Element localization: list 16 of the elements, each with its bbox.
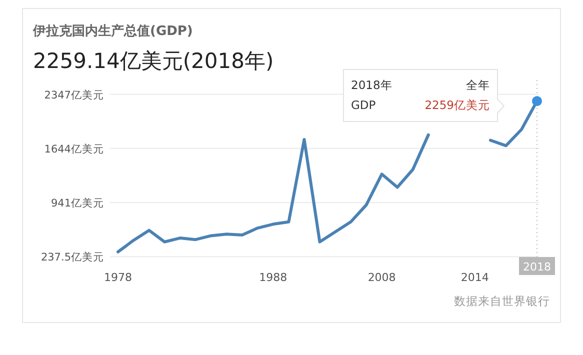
chart-title: 伊拉克国内生产总值(GDP) [32, 23, 193, 39]
annotation: 2259亿美元 [424, 98, 490, 112]
text: 2018年 [351, 78, 392, 92]
x-tick-label: 2014 [460, 271, 489, 284]
y-tick-label: 237.5亿美元 [40, 250, 104, 264]
x-tick-label: 2018 [523, 260, 551, 274]
y-tick-label: 1644亿美元 [44, 142, 104, 156]
x-tick-label: 1988 [259, 271, 288, 284]
y-tick-label: 2347亿美元 [44, 88, 104, 102]
x-tick-label: 1978 [104, 271, 132, 284]
chart-subtitle: 2259.14亿美元(2018年) [33, 49, 274, 73]
annotation: GDP [351, 98, 376, 112]
y-tick-label: 941亿美元 [50, 196, 104, 210]
text: 数据来自世界银行 [454, 294, 550, 308]
x-tick-label: 2008 [368, 271, 396, 284]
text: 全年 [466, 78, 490, 92]
